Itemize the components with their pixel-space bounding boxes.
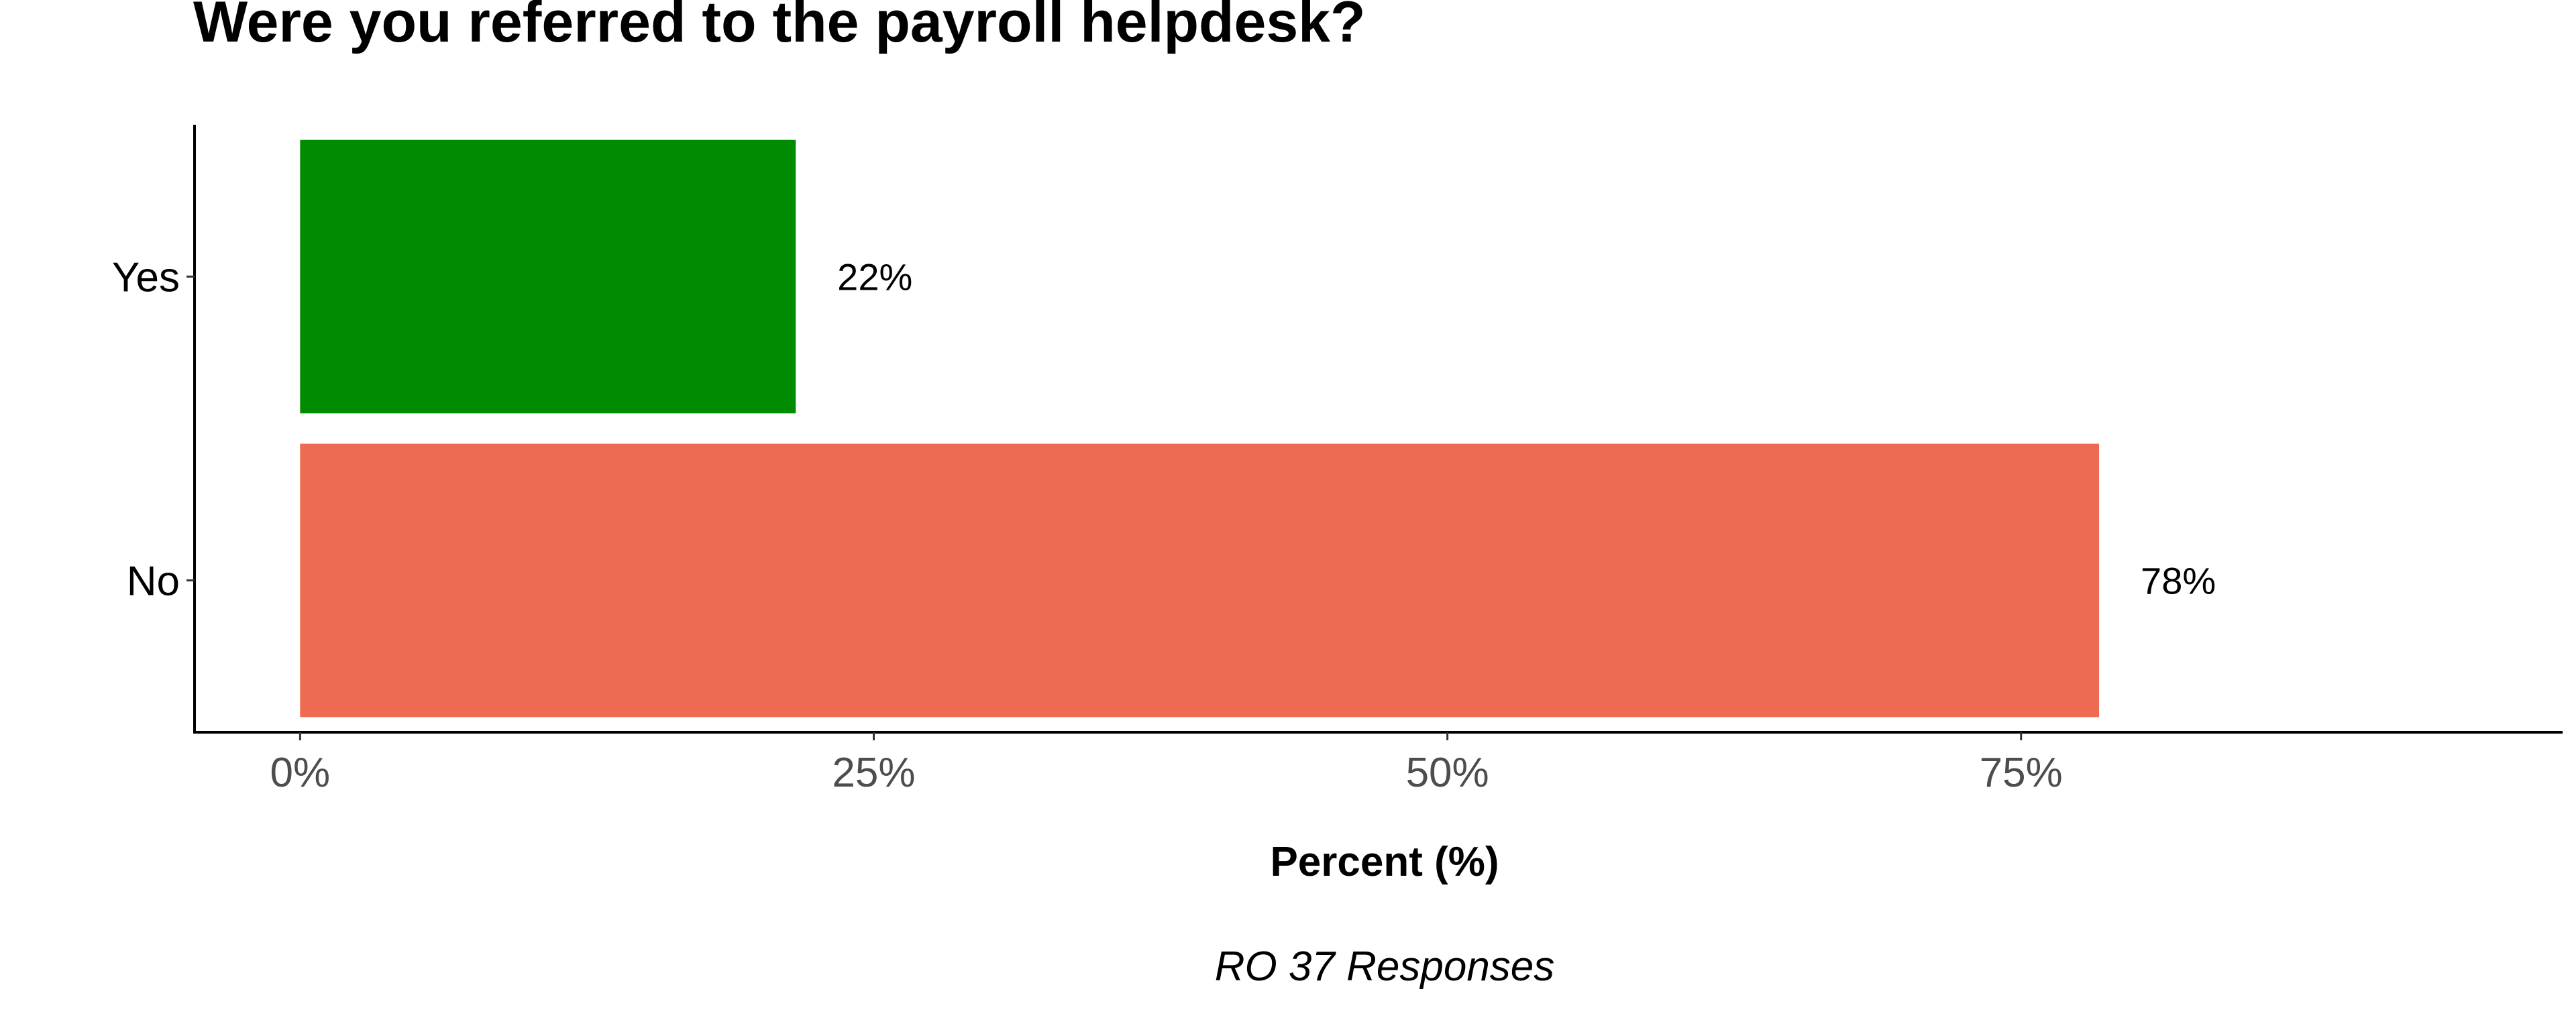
- plot-area: 22% 78%: [300, 139, 2216, 718]
- bar-no: [300, 443, 2100, 718]
- x-tick-label: 25%: [832, 750, 915, 796]
- x-tick-label: 50%: [1406, 750, 1489, 796]
- bar-yes: [300, 139, 796, 414]
- value-label-yes: 22%: [837, 256, 912, 298]
- x-tick-label: 75%: [1980, 750, 2063, 796]
- value-label-no: 78%: [2141, 560, 2216, 602]
- y-tick-label-no: No: [127, 559, 180, 605]
- chart-caption: RO 37 Responses: [1215, 943, 1555, 990]
- chart-title: Were you referred to the payroll helpdes…: [193, 0, 1366, 54]
- x-tick-label: 0%: [270, 750, 331, 796]
- x-axis-title: Percent (%): [1270, 839, 1499, 885]
- y-tick-label-yes: Yes: [112, 255, 180, 301]
